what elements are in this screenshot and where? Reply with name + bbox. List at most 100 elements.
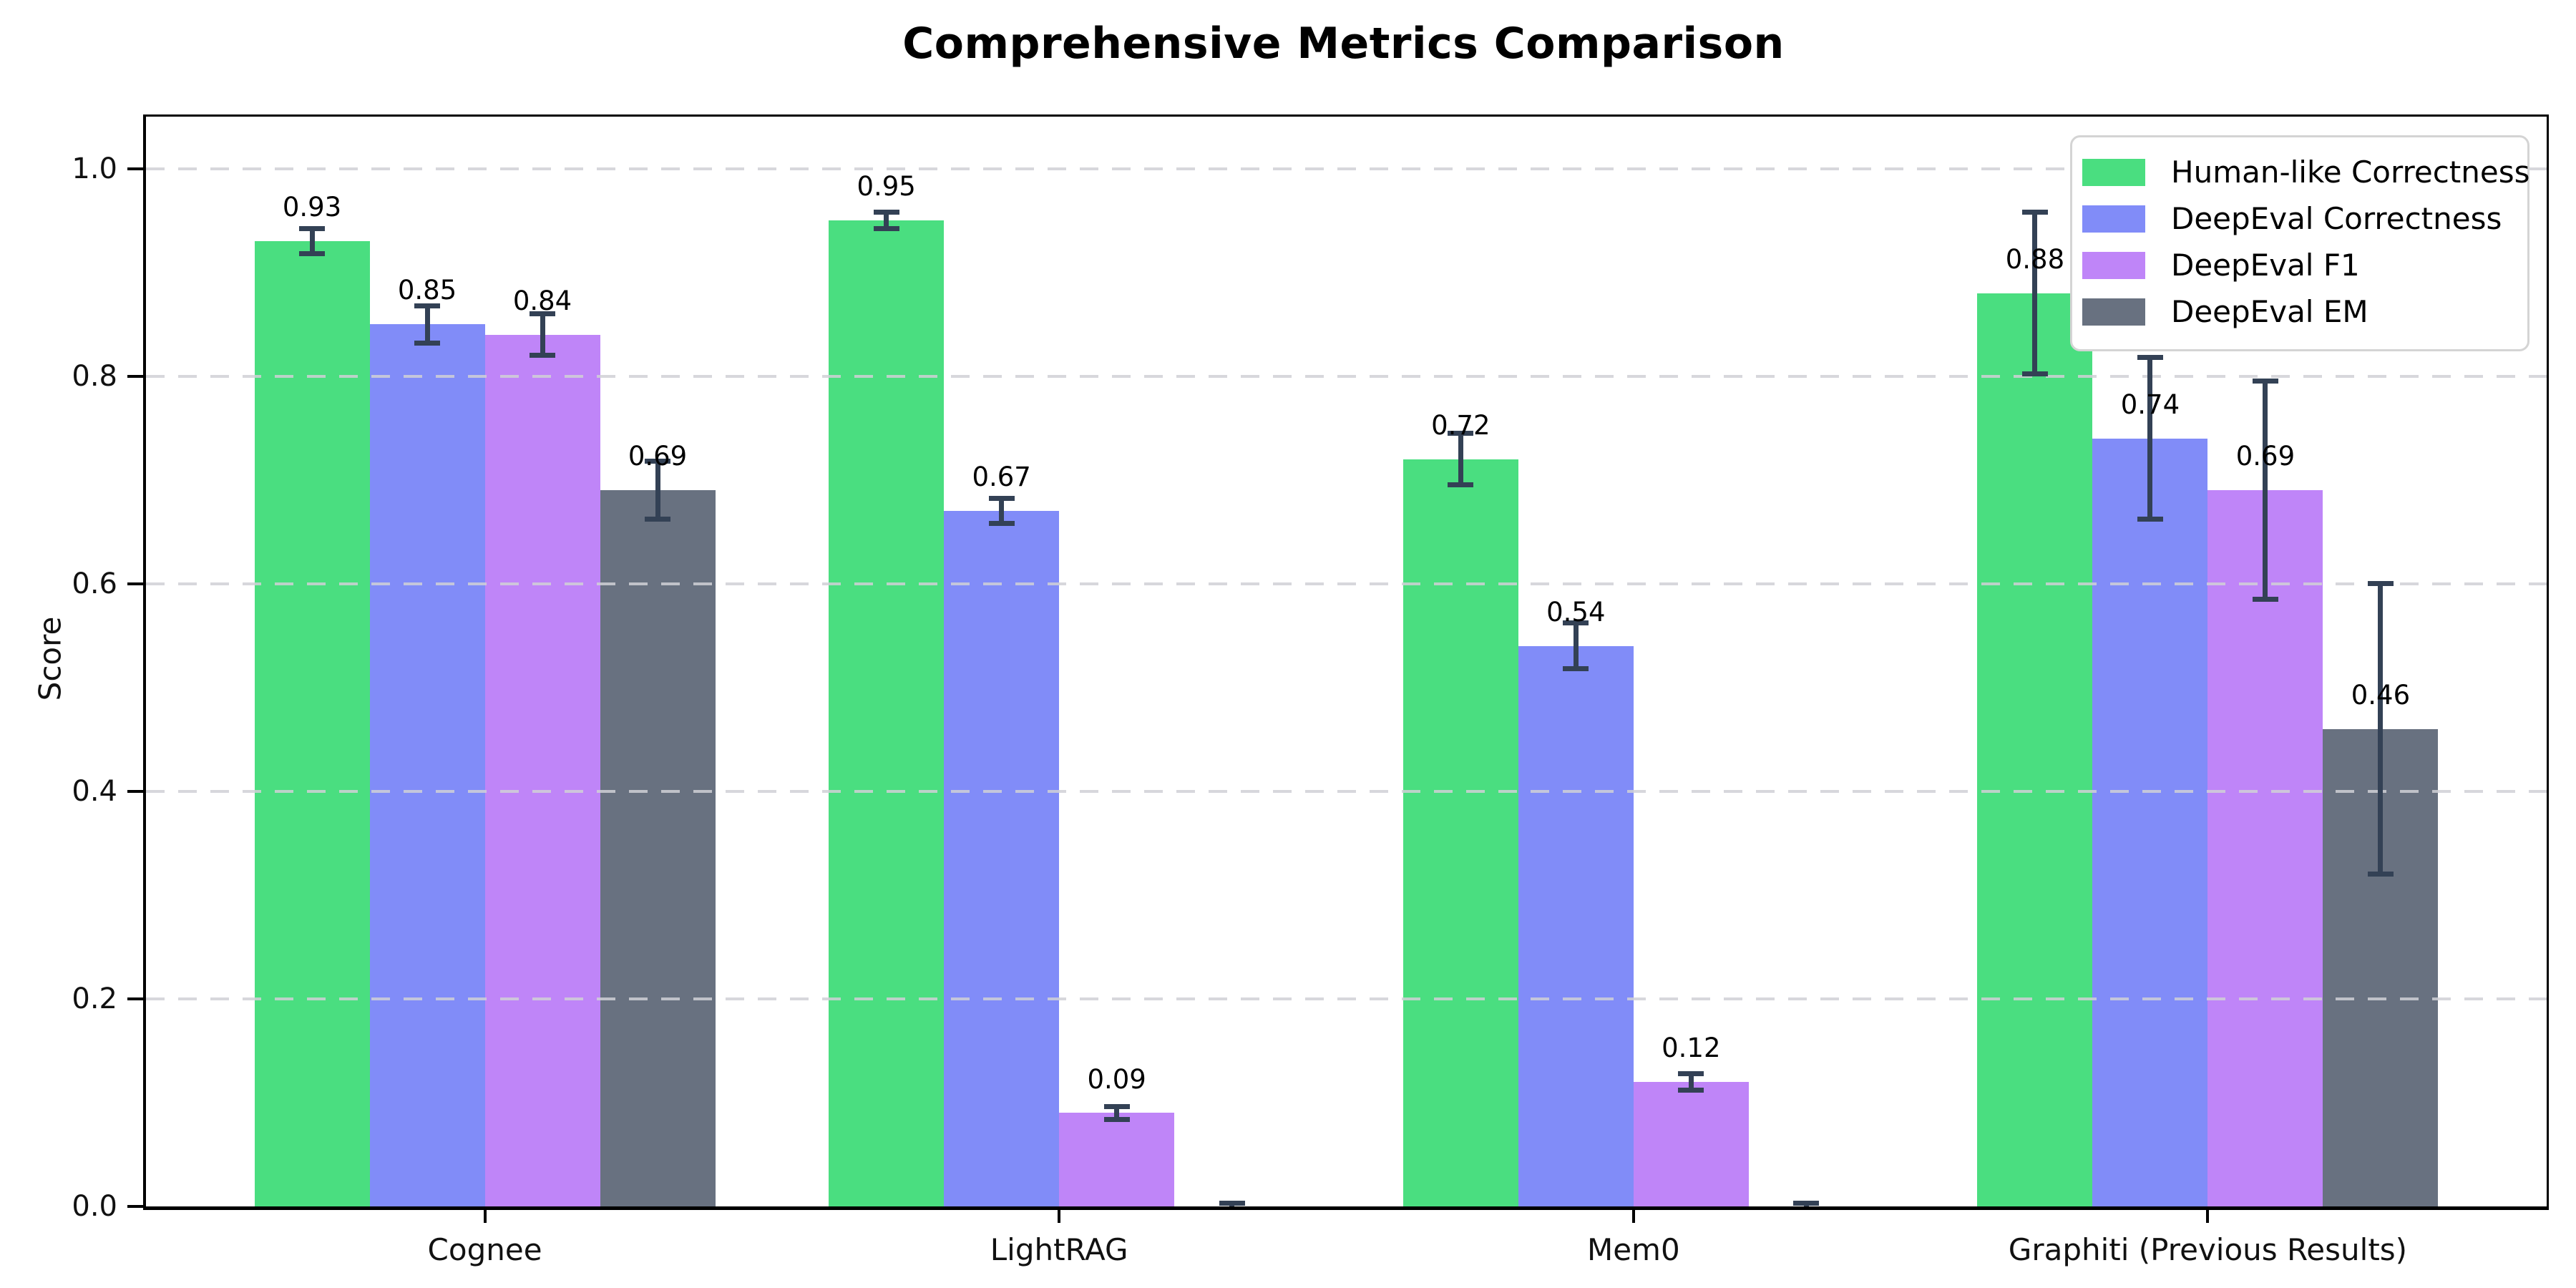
error-bar-line: [2263, 381, 2268, 600]
error-bar-line: [540, 313, 545, 356]
legend-label: DeepEval F1: [2171, 248, 2360, 283]
error-bar-line: [655, 461, 660, 519]
bar: [484, 334, 600, 1206]
error-bar-line: [1688, 1073, 1694, 1091]
error-bar-cap-bottom: [873, 226, 899, 232]
error-bar-cap-bottom: [2252, 596, 2278, 602]
legend: Human-like Correctness DeepEval Correctn…: [2070, 135, 2530, 351]
gridline: [146, 582, 2547, 585]
error-bar-cap-bottom: [1678, 1088, 1704, 1093]
bar: [1059, 1113, 1175, 1206]
error-bar-cap-bottom: [1103, 1116, 1130, 1122]
gridline: [146, 167, 2547, 170]
legend-swatch-deepeval-correctness: [2082, 205, 2145, 233]
bar: [369, 324, 485, 1206]
bar-value-label: 0.93: [282, 192, 342, 223]
chart-title: Comprehensive Metrics Comparison: [902, 19, 1785, 69]
error-bar-cap-top: [1793, 1201, 1820, 1206]
x-tick-label: Mem0: [1586, 1232, 1680, 1267]
error-bar-cap-bottom: [1448, 482, 1474, 488]
legend-swatch-deepeval-f1: [2082, 251, 2145, 279]
legend-label: Human-like Correctness: [2171, 155, 2530, 190]
bar: [2092, 438, 2208, 1206]
bar-value-label: 0.09: [1087, 1063, 1146, 1095]
error-bar-cap-top: [873, 209, 899, 215]
error-bar-cap-top: [2137, 355, 2163, 361]
error-bar-line: [2032, 212, 2038, 374]
x-tick-label: Graphiti (Previous Results): [2008, 1232, 2408, 1267]
bar-value-label: 0.67: [972, 462, 1031, 493]
legend-item: Human-like Correctness: [2082, 149, 2530, 195]
bar: [1633, 1081, 1749, 1206]
legend-swatch-human-like-correctness: [2082, 158, 2145, 186]
x-tick-label: LightRAG: [990, 1232, 1128, 1267]
bar-value-label: 0.72: [1431, 409, 1491, 441]
error-bar-cap-top: [414, 303, 441, 308]
y-axis-label: Score: [32, 616, 68, 701]
error-bar-cap-top: [530, 311, 556, 317]
bar-value-label: 0.74: [2120, 389, 2180, 420]
error-bar-cap-top: [1448, 430, 1474, 436]
y-tick-label: 0.0: [72, 1190, 117, 1223]
error-bar-cap-top: [1563, 620, 1589, 626]
y-tick-mark: [127, 997, 143, 1000]
bar: [1518, 645, 1634, 1206]
y-tick-label: 0.4: [72, 774, 117, 808]
bar-value-label: 0.69: [628, 441, 688, 472]
bar-value-label: 0.54: [1546, 596, 1606, 628]
error-bar-cap-bottom: [1563, 666, 1589, 672]
error-bar-cap-top: [2367, 581, 2394, 587]
bar: [944, 511, 1060, 1206]
error-bar-cap-top: [2252, 379, 2278, 384]
bar-value-label: 0.69: [2235, 441, 2296, 472]
y-tick-mark: [127, 582, 143, 585]
bar: [254, 241, 370, 1206]
plot-area: Human-like Correctness DeepEval Correctn…: [72, 114, 2549, 1267]
error-bar-cap-bottom: [2367, 872, 2394, 877]
error-bar-line: [884, 212, 889, 229]
error-bar-cap-bottom: [2137, 517, 2163, 522]
y-tick-label: 1.0: [72, 152, 117, 185]
legend-swatch-deepeval-em: [2082, 298, 2145, 326]
legend-item: DeepEval Correctness: [2082, 195, 2513, 242]
y-tick-label: 0.6: [72, 567, 117, 600]
y-tick-label: 0.8: [72, 359, 117, 393]
bar-value-label: 0.95: [857, 171, 916, 203]
error-bar-line: [1573, 623, 1579, 669]
error-bar-line: [1458, 433, 1463, 485]
bar: [829, 220, 945, 1206]
bar-value-label: 0.85: [397, 275, 457, 306]
legend-label: DeepEval EM: [2171, 294, 2368, 329]
x-tick-label: Cognee: [427, 1232, 542, 1267]
gridline: [146, 789, 2547, 793]
gridline: [146, 997, 2547, 1000]
error-bar-cap-bottom: [988, 521, 1015, 527]
error-bar-line: [2147, 357, 2153, 519]
error-bar-cap-top: [988, 496, 1015, 502]
bar-value-label: 0.12: [1662, 1033, 1721, 1064]
error-bar-line: [2378, 583, 2384, 874]
error-bar-cap-top: [299, 226, 326, 232]
y-tick-label: 0.2: [72, 982, 117, 1015]
legend-item: DeepEval F1: [2082, 242, 2513, 288]
error-bar-cap-bottom: [414, 340, 441, 346]
error-bar-cap-bottom: [530, 353, 556, 358]
y-tick-mark: [127, 167, 143, 170]
legend-item: DeepEval EM: [2082, 288, 2513, 335]
y-tick-mark: [127, 1205, 143, 1208]
bar-value-label: 0.84: [512, 285, 572, 316]
x-tick-mark: [483, 1210, 487, 1223]
error-bar-cap-top: [1219, 1201, 1245, 1206]
x-tick-mark: [1631, 1210, 1635, 1223]
bar: [600, 490, 716, 1206]
error-bar-line: [309, 228, 315, 254]
error-bar-line: [999, 498, 1005, 524]
error-bar-cap-top: [2021, 209, 2048, 215]
y-tick-mark: [127, 374, 143, 378]
y-tick-mark: [127, 789, 143, 793]
error-bar-cap-top: [645, 459, 671, 464]
error-bar-cap-top: [1103, 1104, 1130, 1110]
bar: [1402, 459, 1518, 1206]
error-bar-line: [1114, 1106, 1120, 1120]
error-bar-line: [424, 306, 430, 343]
